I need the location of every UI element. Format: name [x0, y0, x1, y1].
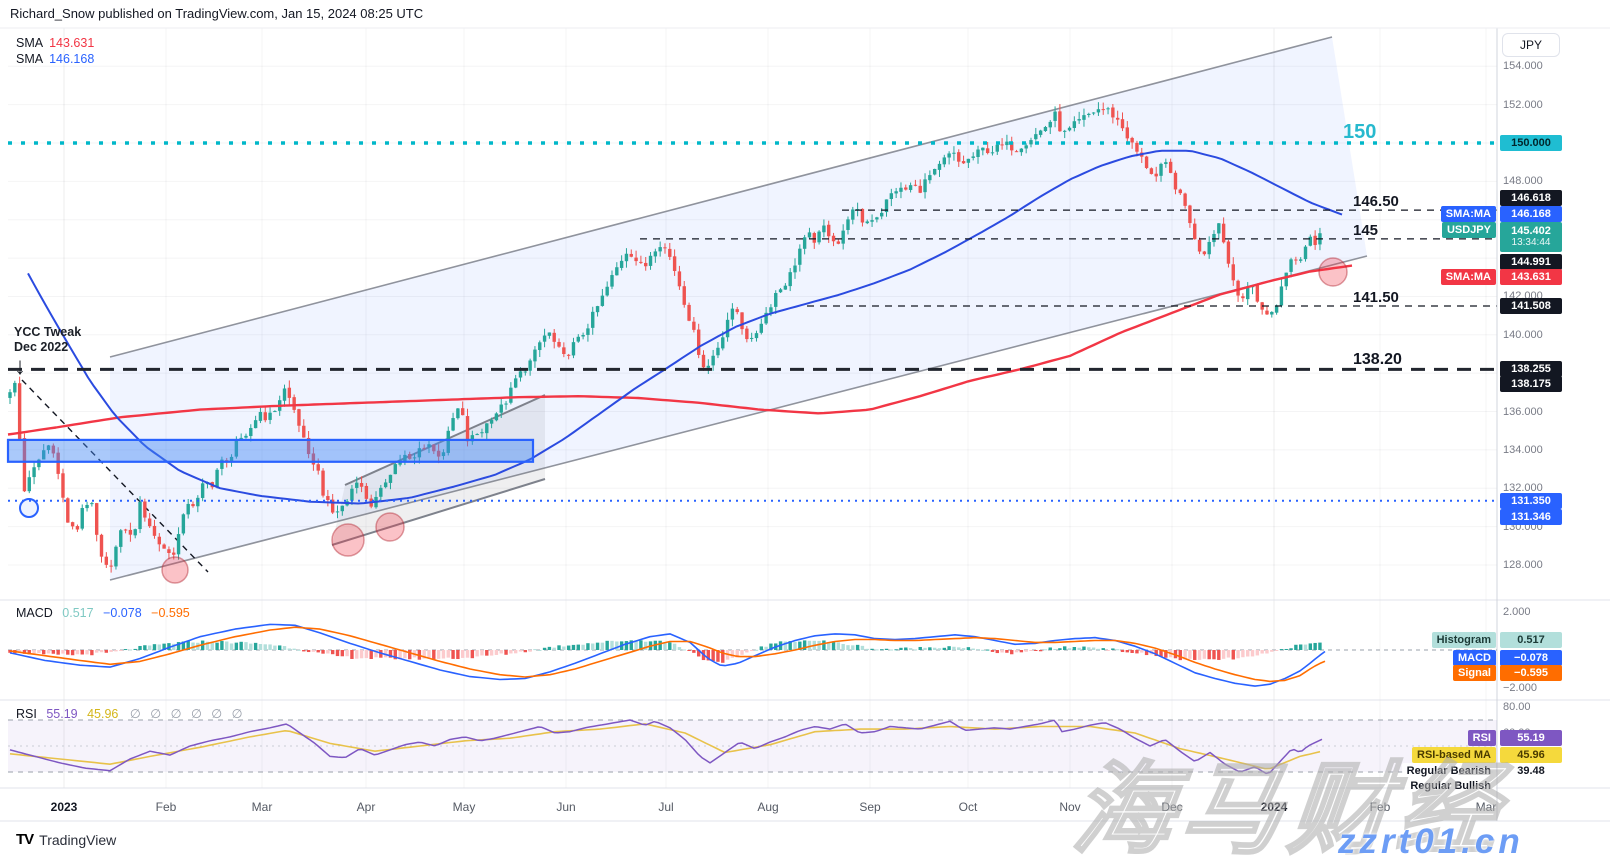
rsi-ma-value: 45.96 [87, 707, 119, 721]
macd-scale-tick: 2.000 [1503, 606, 1531, 618]
sma-label: SMA [16, 36, 44, 50]
macd-value-label: 0.517 [1500, 632, 1562, 648]
time-axis-label[interactable]: Feb [1369, 800, 1391, 814]
rsi-value-label: 55.19 [1500, 730, 1562, 746]
price-scale-tick: 140.000 [1503, 329, 1543, 341]
rsi-name-tag: RSI [1467, 730, 1496, 746]
legend-macd: MACD 0.517 −0.078 −0.595 [16, 606, 190, 620]
currency-toggle-button[interactable]: JPY [1502, 33, 1560, 57]
rsi-value: 55.19 [46, 707, 78, 721]
series-name-tag: SMA:MA [1440, 206, 1496, 222]
series-name-tag: USDJPY [1441, 222, 1496, 238]
price-scale-tick: 134.000 [1503, 444, 1543, 456]
price-label: 146.618 [1500, 190, 1562, 206]
time-axis-label[interactable]: Sep [859, 800, 881, 814]
page-title: Richard_Snow published on TradingView.co… [10, 6, 424, 21]
rsi-scale-tick: 80.00 [1503, 701, 1531, 713]
macd-value-label: −0.595 [1500, 665, 1562, 681]
rsi-hidden-values: ∅ ∅ ∅ ∅ ∅ ∅ [129, 707, 246, 721]
macd-value-label: −0.078 [1500, 650, 1562, 666]
time-axis-label[interactable]: Oct [958, 800, 978, 814]
price-label: 141.508 [1500, 298, 1562, 314]
level-label: 138.20 [1353, 351, 1402, 368]
macd-signal-value: −0.595 [151, 606, 190, 620]
legend-rsi: RSI 55.19 45.96 ∅ ∅ ∅ ∅ ∅ ∅ [16, 706, 246, 721]
rsi-label: RSI [16, 707, 37, 721]
time-axis-label[interactable]: May [452, 800, 476, 814]
legend-sma-blue: SMA 146.168 [16, 52, 94, 66]
macd-name-tag: Signal [1452, 665, 1496, 681]
price-scale-tick: 152.000 [1503, 99, 1543, 111]
price-label: 146.168 [1500, 206, 1562, 222]
rsi-value-label: 39.48 [1500, 763, 1562, 779]
tradingview-brand[interactable]: TV TradingView [16, 831, 116, 848]
sma-label: SMA [16, 52, 44, 66]
time-axis-label[interactable]: Mar [251, 800, 273, 814]
price-scale-tick: 148.000 [1503, 175, 1543, 187]
macd-hist-value: 0.517 [62, 606, 94, 620]
rsi-name-tag: RSI-based MA [1412, 747, 1496, 763]
price-scale-tick: 132.000 [1503, 482, 1543, 494]
time-axis-label[interactable]: 2023 [50, 800, 78, 814]
rsi-name-tag: Regular Bearish [1401, 763, 1496, 779]
ycc-annotation: YCC Tweak Dec 2022 ↓ [14, 325, 82, 380]
sma-red-value: 143.631 [49, 36, 95, 50]
time-axis-label[interactable]: Dec [1161, 800, 1183, 814]
time-axis-label[interactable]: Nov [1059, 800, 1081, 814]
price-label: 131.350 [1500, 493, 1562, 509]
time-axis-label[interactable]: Aug [757, 800, 779, 814]
down-arrow-icon: ↓ [14, 353, 26, 380]
rsi-value-label: 45.96 [1500, 747, 1562, 763]
price-scale-tick: 154.000 [1503, 60, 1543, 72]
time-axis-label[interactable]: 2024 [1260, 800, 1288, 814]
level-label: 146.50 [1353, 193, 1399, 210]
macd-scale-tick: −2.000 [1503, 682, 1537, 694]
tradingview-logo-text: TradingView [39, 831, 117, 848]
price-label: 138.255 [1500, 361, 1562, 377]
level-label: 150 [1343, 121, 1377, 143]
price-label: 144.991 [1500, 254, 1562, 270]
price-label: 150.000 [1500, 135, 1562, 151]
macd-line-value: −0.078 [103, 606, 142, 620]
time-axis-label[interactable]: Jun [556, 800, 576, 814]
last-price-label: 145.402 13:34:44 [1500, 222, 1562, 252]
tradingview-logo-icon: TV [16, 831, 34, 848]
legend-sma-red: SMA 143.631 [16, 36, 94, 50]
time-axis-label[interactable]: Apr [356, 800, 376, 814]
price-label: 138.175 [1500, 376, 1562, 392]
level-label: 141.50 [1353, 289, 1399, 306]
time-axis-label[interactable]: Feb [155, 800, 177, 814]
time-axis-label[interactable]: Mar [1475, 800, 1497, 814]
series-name-tag: SMA:MA [1440, 269, 1496, 285]
rsi-name-tag: Regular Bullish [1405, 778, 1496, 794]
price-label: 143.631 [1500, 269, 1562, 285]
macd-name-tag: Histogram [1431, 632, 1496, 648]
macd-name-tag: MACD [1453, 650, 1496, 666]
level-label: 145 [1353, 222, 1379, 239]
sma-blue-value: 146.168 [49, 52, 95, 66]
price-scale-tick: 136.000 [1503, 406, 1543, 418]
price-scale-tick: 128.000 [1503, 559, 1543, 571]
macd-label: MACD [16, 606, 53, 620]
time-axis-label[interactable]: Jul [658, 800, 674, 814]
price-label: 131.346 [1500, 509, 1562, 525]
